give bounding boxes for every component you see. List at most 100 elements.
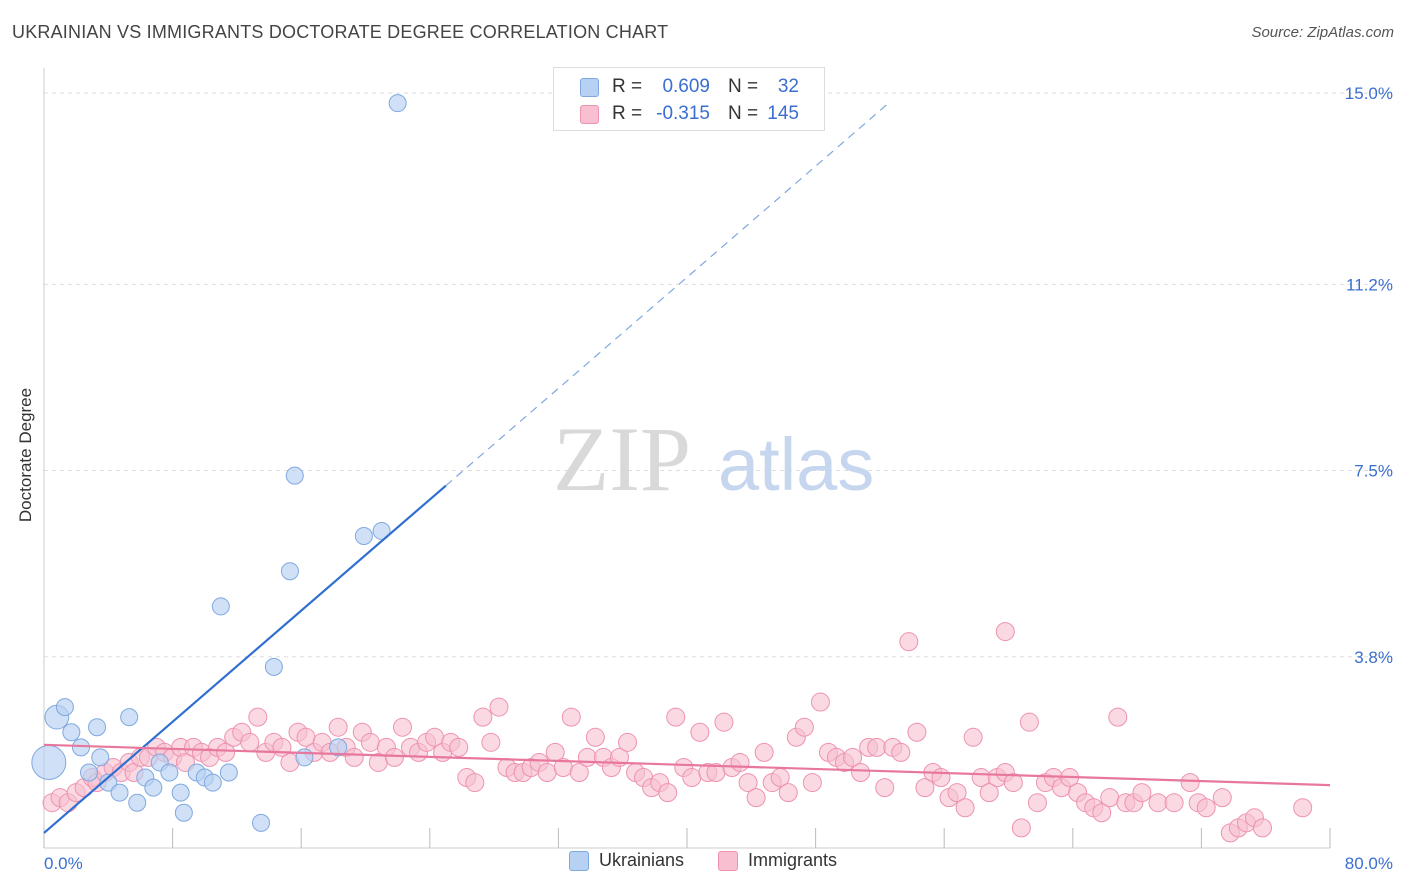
legend-label-immigrants: Immigrants [748,850,838,870]
immigrants-point [666,707,686,727]
immigrants-point [248,707,268,727]
immigrants-point [489,697,509,717]
ukrainians-point [120,708,139,727]
immigrants-point [979,783,999,803]
ukrainians-point [388,94,407,113]
ukrainians-point [174,803,193,822]
immigrants-point [947,783,967,803]
ukrainians-point [128,793,147,812]
immigrants-point [690,722,710,742]
immigrants-point [392,717,412,737]
source-label: Source: ZipAtlas.com [1251,24,1394,41]
ukrainians-point [144,778,163,797]
ukrainians-point [71,738,90,757]
immigrants-point [569,763,589,783]
tick-labels: 3.8% 7.5% 11.2% 15.0% 0.0% 80.0% [44,84,1393,873]
stats-n-value: 32 [777,76,799,97]
x-tick-label-min: 0.0% [44,854,83,873]
immigrants-point [360,732,380,752]
legend-swatch-immigrants [718,850,739,871]
ukrainians-point [160,763,179,782]
immigrants-point [1003,773,1023,793]
ukrainians-point [203,773,222,792]
ukrainians-point [354,526,373,545]
stats-r-value: 0.609 [662,76,710,97]
stats-swatch-immigrants [580,104,599,124]
immigrants-point [481,732,501,752]
immigrants-point [843,747,863,767]
x-tick-marks [43,828,1331,848]
legend-item-immigrants[interactable]: Immigrants [718,850,837,871]
stats-r-value: -0.315 [656,103,710,124]
immigrants-point [1019,712,1039,732]
legend-swatch-ukrainians [568,850,589,871]
stats-n-label: N = [728,76,759,97]
legend-label-ukrainians: Ukrainians [598,850,685,870]
stats-swatch-ukrainians [580,77,599,97]
y-tick-label: 11.2% [1346,275,1393,294]
immigrants-point [384,747,404,767]
y-tick-label: 7.5% [1354,462,1393,481]
trend-lines [43,103,1331,834]
x-tick-label-max: 80.0% [1345,854,1393,873]
immigrants-point [955,798,975,818]
immigrants-point [1027,793,1047,813]
legend: Ukrainians Immigrants [0,850,1406,871]
immigrants-point [216,742,236,762]
stats-r-label: R = [612,103,643,124]
immigrants-point [875,778,895,798]
y-tick-label: 3.8% [1354,648,1393,667]
immigrants-point [802,773,822,793]
ukrainians-point [285,466,304,485]
immigrants-point [738,773,758,793]
immigrants-point [449,737,469,757]
immigrants-point [465,773,485,793]
immigrants-point [1180,773,1200,793]
immigrants-point [682,768,702,788]
stats-r-label: R = [612,76,643,97]
immigrants-point [473,707,493,727]
watermark-atlas: atlas [718,423,874,506]
chart-title: UKRAINIAN VS IMMIGRANTS DOCTORATE DEGREE… [12,22,669,42]
immigrants-point [344,747,364,767]
ukrainians-point [219,763,238,782]
ukrainians-point [211,597,230,616]
ukrainians-point [329,738,348,757]
ukrainians-point [88,718,107,737]
ukrainians-point [264,657,283,676]
watermark-zip: ZIP [553,408,691,510]
immigrants-point [851,763,871,783]
immigrants-point [1148,793,1168,813]
immigrants-point [537,763,557,783]
stats-n-label: N = [728,103,759,124]
immigrants-point [899,632,919,652]
immigrants-point [778,783,798,803]
ukrainians-points [31,94,407,832]
legend-item-ukrainians[interactable]: Ukrainians [568,850,685,871]
immigrants-point [907,722,927,742]
ukrainians-point [62,723,81,742]
immigrants-point [1252,818,1272,838]
immigrants-point [1132,783,1152,803]
stats-n-value: 145 [767,103,799,124]
immigrants-point [867,737,887,757]
immigrants-point [931,768,951,788]
immigrants-point [1108,707,1128,727]
immigrants-point [240,732,260,752]
watermark: ZIP atlas [553,408,874,510]
y-tick-label: 15.0% [1345,84,1393,103]
ukrainians-point [280,562,299,581]
stats-box: R = 0.609 N = 32 R = -0.315 N = 145 [553,67,825,131]
ukrainians-point [80,763,99,782]
immigrants-point [714,712,734,732]
immigrants-point [1196,798,1216,818]
immigrants-point [658,783,678,803]
immigrants-point [1011,818,1031,838]
ukrainians-point [91,748,110,767]
ukrainians-point [295,748,314,767]
immigrants-point [891,742,911,762]
immigrants-point [915,778,935,798]
ukrainians-point [99,773,118,792]
immigrants-point [754,742,774,762]
